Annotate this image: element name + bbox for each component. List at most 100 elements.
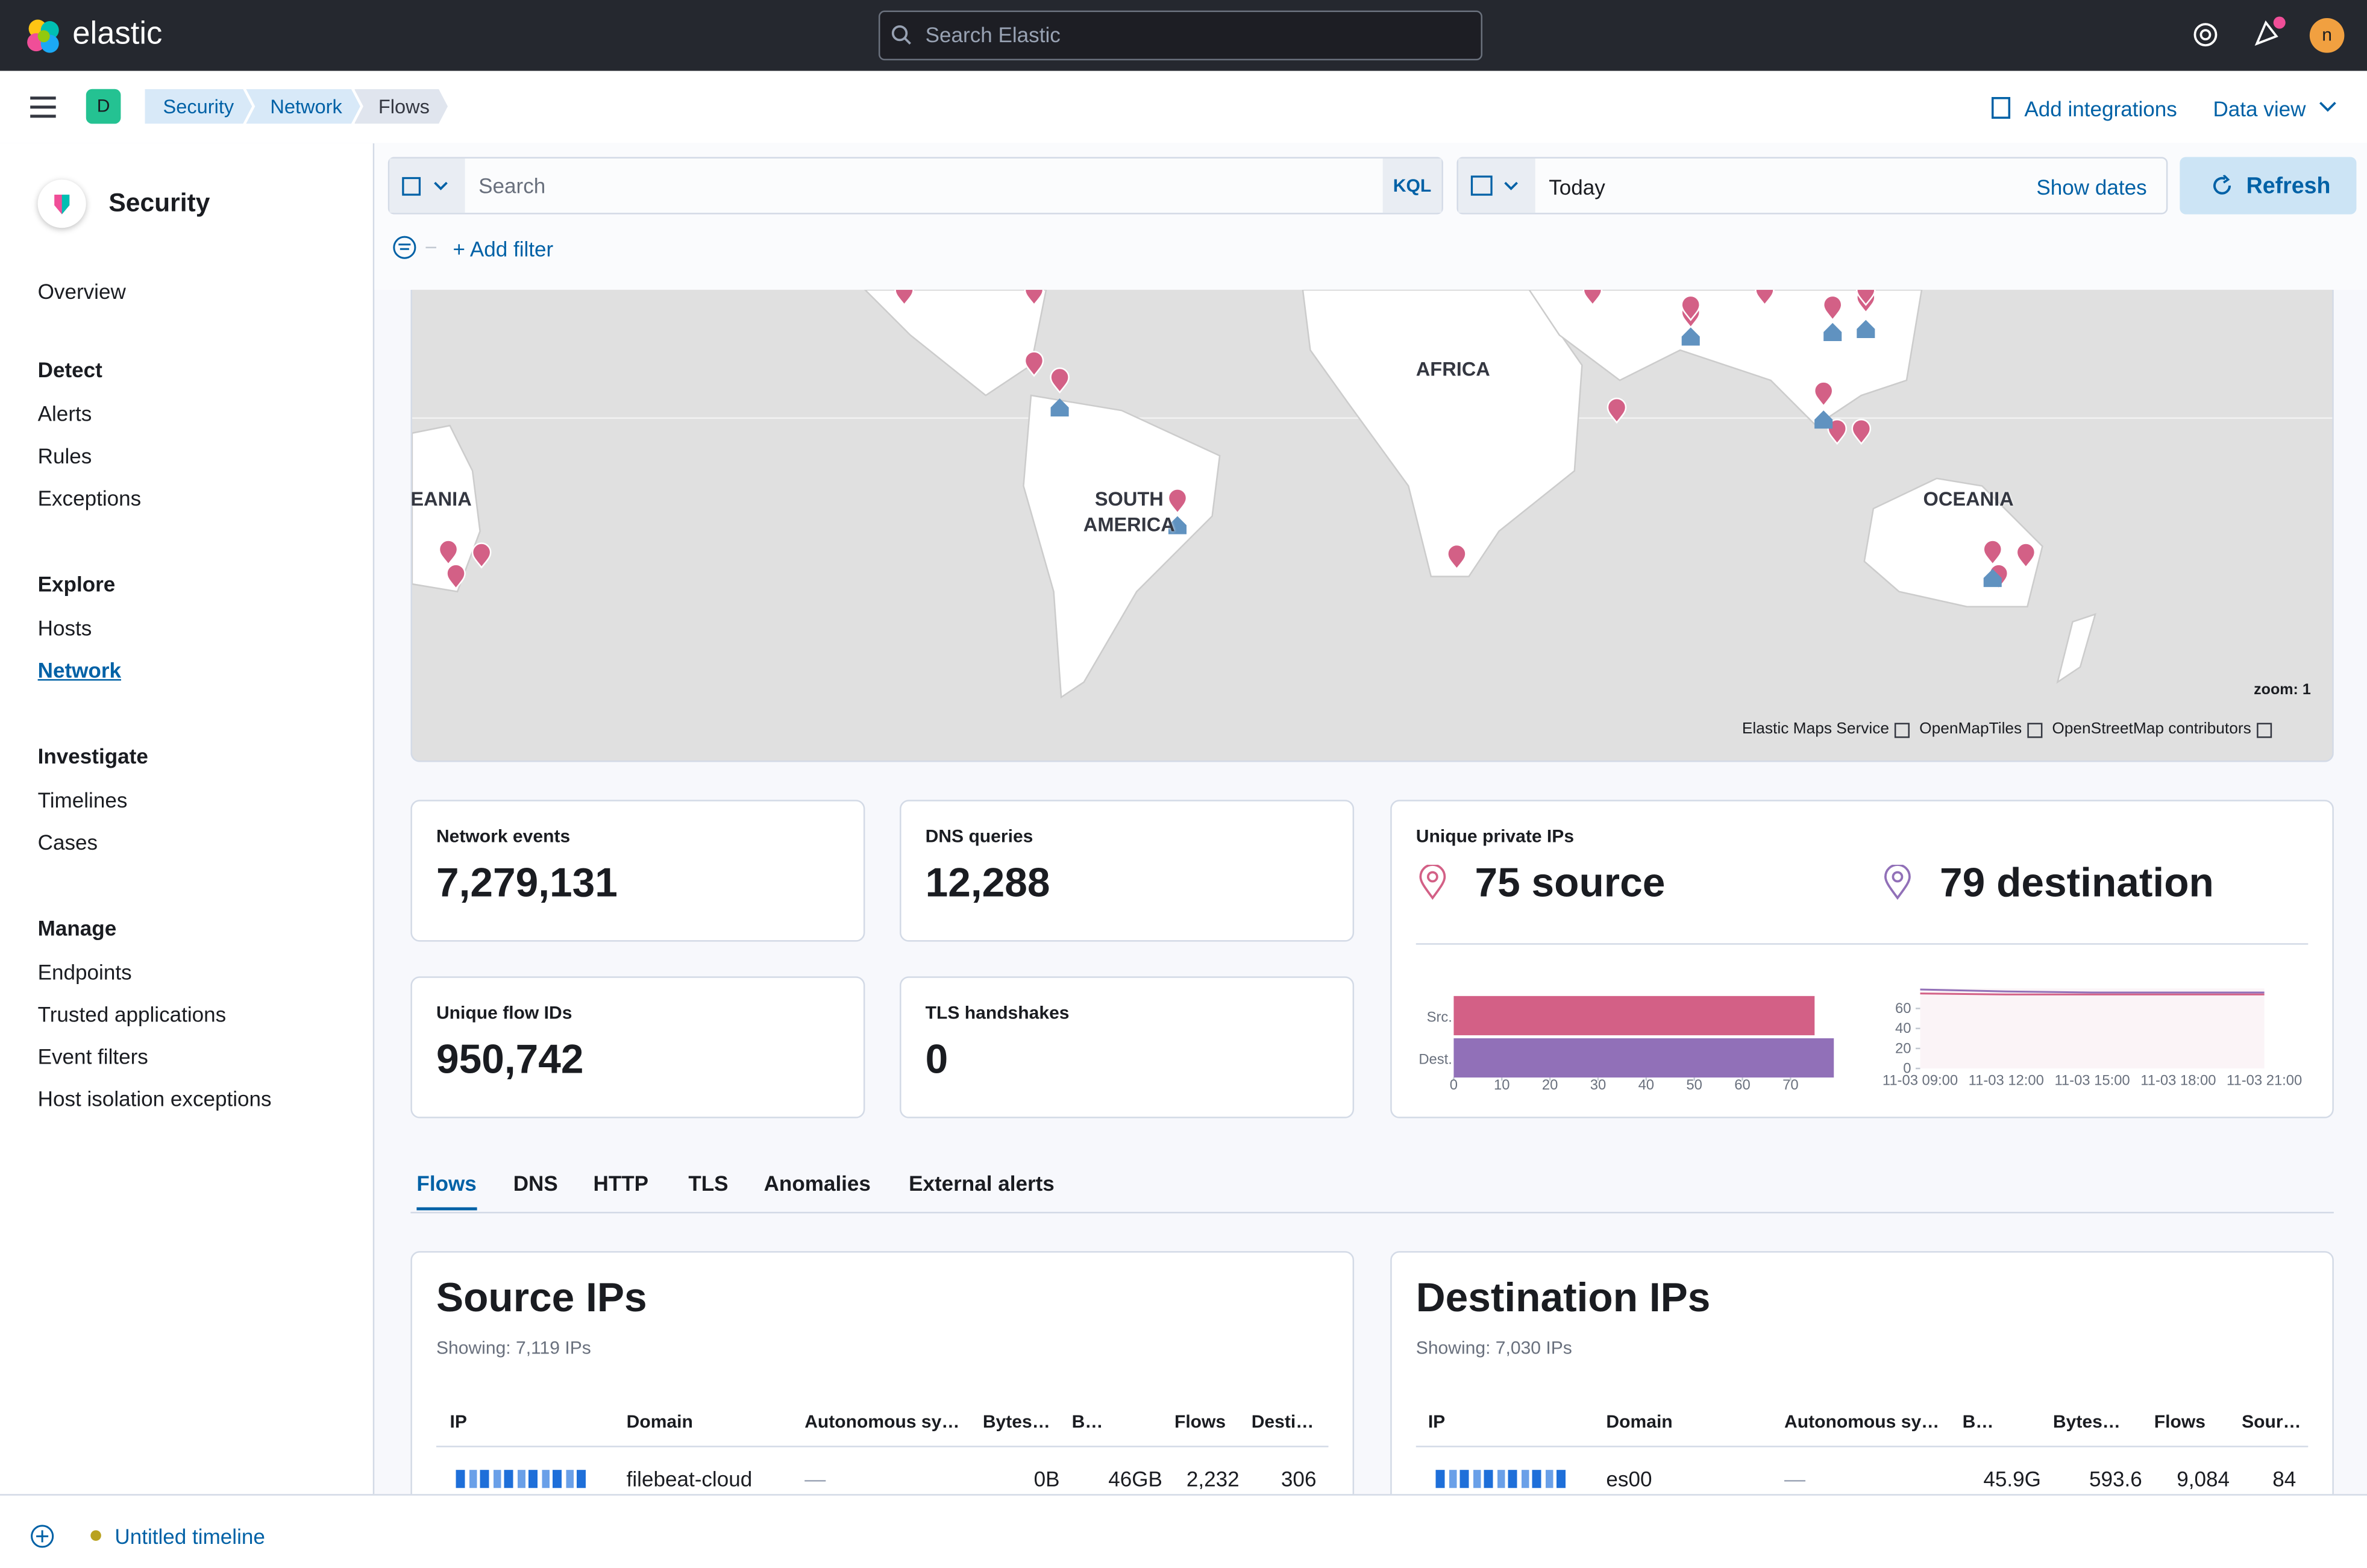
attribution-link[interactable]: OpenStreetMap contributors [2052, 720, 2251, 738]
date-quick-button[interactable] [1458, 158, 1535, 213]
table-cell[interactable]: filebeat-cloud [626, 1467, 753, 1491]
map-shapes [412, 289, 2333, 699]
nav-item[interactable]: Endpoints [37, 959, 132, 984]
nav-item[interactable]: Trusted applications [37, 1002, 227, 1026]
nav-section-title: Explore [37, 572, 116, 597]
pin-icon [1419, 864, 1446, 900]
table-cell: 45.9G [1983, 1467, 2041, 1491]
menu-button[interactable] [30, 95, 57, 119]
add-timeline[interactable] [30, 1524, 54, 1548]
map-label: SOUTH AMERICA [1083, 487, 1175, 536]
x-tick-label: 11-03 12:00 [1969, 1073, 2044, 1089]
column-header[interactable]: Desti… [1251, 1411, 1314, 1432]
nav-item[interactable]: Cases [37, 830, 98, 855]
kql-toggle[interactable]: KQL [1382, 158, 1442, 213]
tab[interactable]: Anomalies [763, 1171, 871, 1196]
column-header[interactable]: Domain [1606, 1411, 1673, 1432]
column-header[interactable]: IP [450, 1411, 467, 1432]
bar [1453, 1038, 1834, 1078]
table-subtitle: Showing: 7,119 IPs [436, 1337, 591, 1358]
app-icon [37, 180, 86, 228]
add-integrations[interactable]: Add integrations [2024, 96, 2177, 121]
filter-icon[interactable] [392, 236, 437, 260]
column-header[interactable]: Autonomous sy… [804, 1411, 960, 1432]
table-cell: 9,084 [2177, 1467, 2230, 1491]
plot-area [1920, 988, 2265, 1069]
timeline-title[interactable]: Untitled timeline [114, 1524, 265, 1549]
integrations-icon [1991, 97, 2011, 119]
x-tick-label: 11-03 21:00 [2227, 1073, 2302, 1089]
data-view[interactable]: Data view [2213, 96, 2306, 121]
nav-item[interactable]: Host isolation exceptions [37, 1087, 272, 1111]
table-cell: 0B [1033, 1467, 1060, 1491]
x-tick-label: 70 [1782, 1077, 1798, 1093]
map[interactable] [410, 289, 2334, 762]
nav-item[interactable]: Overview [37, 279, 126, 304]
search-icon [891, 25, 911, 45]
column-header[interactable]: Flows [1174, 1411, 1226, 1432]
table-cell[interactable]: es00 [1606, 1467, 1652, 1491]
table-cell: — [804, 1467, 826, 1491]
add-filter[interactable]: + Add filter [453, 237, 554, 262]
query-input[interactable] [387, 157, 1443, 215]
x-tick-label: 0 [1450, 1077, 1458, 1093]
destination-count: 79 destination [1940, 860, 2214, 906]
column-header[interactable]: Sour… [2242, 1411, 2301, 1432]
map-marker [471, 542, 492, 569]
map-label: AFRICA [1415, 357, 1490, 381]
nav-item[interactable]: Exceptions [37, 486, 142, 510]
nav-item[interactable]: Alerts [37, 401, 92, 426]
space-badge[interactable]: D [86, 89, 121, 124]
column-header[interactable]: Domain [626, 1411, 693, 1432]
map-marker [1024, 289, 1044, 306]
tab[interactable]: Flows [416, 1171, 477, 1211]
breadcrumb: Flows [354, 89, 448, 124]
column-header[interactable]: Bytes… [982, 1411, 1050, 1432]
y-tick-label: 0 [1903, 1061, 1911, 1077]
nav-item[interactable]: Hosts [37, 615, 92, 640]
map-marker [2016, 542, 2036, 569]
tab[interactable]: TLS [688, 1171, 729, 1196]
stat-value: 0 [925, 1036, 948, 1082]
map-marker [438, 539, 459, 566]
show-dates[interactable]: Show dates [2036, 175, 2147, 199]
map-marker [1447, 544, 1467, 571]
global-search[interactable] [878, 10, 1483, 61]
column-header[interactable]: Flows [2154, 1411, 2206, 1432]
x-tick-label: 40 [1638, 1077, 1654, 1093]
logo-icon [27, 19, 59, 53]
column-header[interactable]: Autonomous sy… [1784, 1411, 1940, 1432]
avatar[interactable]: n [2309, 18, 2345, 53]
map-label: EANIA [410, 487, 472, 510]
nav-item[interactable]: Event filters [37, 1044, 148, 1069]
refresh-button[interactable] [2180, 157, 2357, 215]
table-cell: 2,232 [1186, 1467, 1240, 1491]
divider [1415, 943, 2309, 945]
news-icon[interactable] [2253, 15, 2289, 48]
column-header[interactable]: B… [1071, 1411, 1103, 1432]
breadcrumb[interactable]: Security [145, 89, 252, 124]
tab[interactable]: HTTP [593, 1171, 649, 1196]
map-marker [1607, 397, 1627, 424]
stat-card [410, 800, 865, 942]
timeline-bar [0, 1494, 2367, 1568]
saved-query-button[interactable] [389, 158, 465, 213]
date-picker[interactable] [1456, 157, 2168, 215]
tab[interactable]: DNS [513, 1171, 558, 1196]
column-header[interactable]: B… [1962, 1411, 1994, 1432]
stat-card [900, 976, 1355, 1118]
attribution-link[interactable]: Elastic Maps Service [1742, 720, 1890, 738]
x-tick-label: 50 [1686, 1077, 1702, 1093]
attribution-link[interactable]: OpenMapTiles [1919, 720, 2022, 738]
column-header[interactable]: IP [1428, 1411, 1446, 1432]
nav-item[interactable]: Rules [37, 444, 92, 468]
stat-label: DNS queries [925, 825, 1033, 847]
column-header[interactable]: Bytes… [2052, 1411, 2121, 1432]
map-attribution: Elastic Maps Service OpenMapTiles OpenStre… [1742, 720, 2275, 738]
nav-item[interactable]: Timelines [37, 788, 128, 812]
breadcrumb[interactable]: Network [246, 89, 360, 124]
date-value: Today [1549, 175, 1605, 199]
nav-item[interactable]: Network [37, 657, 121, 682]
help-icon[interactable] [2192, 21, 2219, 48]
tab[interactable]: External alerts [909, 1171, 1055, 1196]
